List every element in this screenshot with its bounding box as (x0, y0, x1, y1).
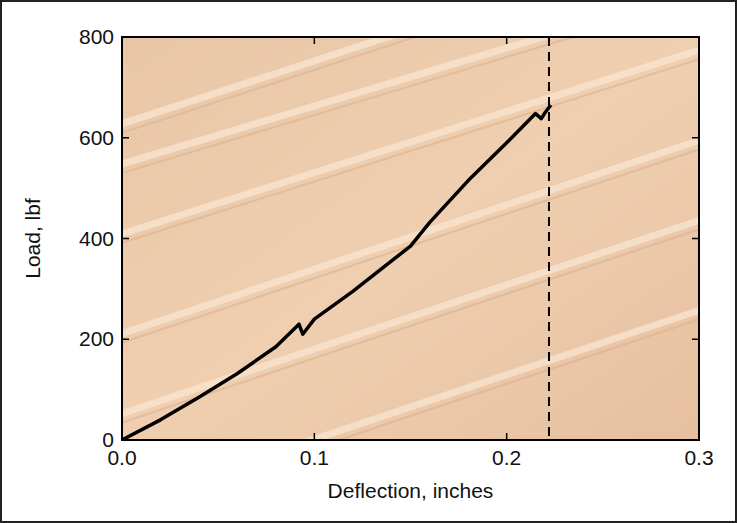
y-tick-label: 400 (79, 227, 114, 250)
y-tick (692, 137, 699, 139)
y-tick-label: 800 (79, 25, 114, 48)
load-line (122, 105, 551, 440)
wood-grain (122, 307, 699, 440)
wood-grain (122, 137, 699, 337)
figure-border (1, 1, 736, 522)
x-tick-label: 0.1 (300, 446, 329, 469)
y-tick (122, 339, 129, 341)
x-tick-label: 0.3 (684, 446, 713, 469)
wood-grain (122, 37, 699, 176)
x-tick (506, 37, 508, 44)
data-group (122, 37, 551, 440)
plot-frame (122, 37, 699, 440)
y-tick-label: 0 (102, 428, 114, 451)
wood-grain (122, 37, 699, 136)
x-tick (314, 37, 316, 44)
y-axis-title: Load, lbf (21, 198, 44, 279)
x-axis-title: Deflection, inches (328, 479, 494, 502)
y-tick-label: 200 (79, 327, 114, 350)
wood-grain (122, 47, 699, 237)
wood-grain (122, 37, 699, 127)
x-tick-label: 0.2 (492, 446, 521, 469)
x-tick (314, 433, 316, 440)
y-tick (122, 137, 129, 139)
y-tick-label: 600 (79, 126, 114, 149)
wood-grain (122, 226, 699, 426)
background (122, 37, 699, 440)
wood-grain (122, 316, 699, 440)
y-tick (692, 238, 699, 240)
wood-grain (122, 56, 699, 246)
y-tick (122, 238, 129, 240)
failure-line (548, 37, 550, 440)
x-tick (506, 433, 508, 440)
chart: 0.00.10.20.30200400600800Deflection, inc… (0, 0, 737, 523)
y-tick (692, 339, 699, 341)
